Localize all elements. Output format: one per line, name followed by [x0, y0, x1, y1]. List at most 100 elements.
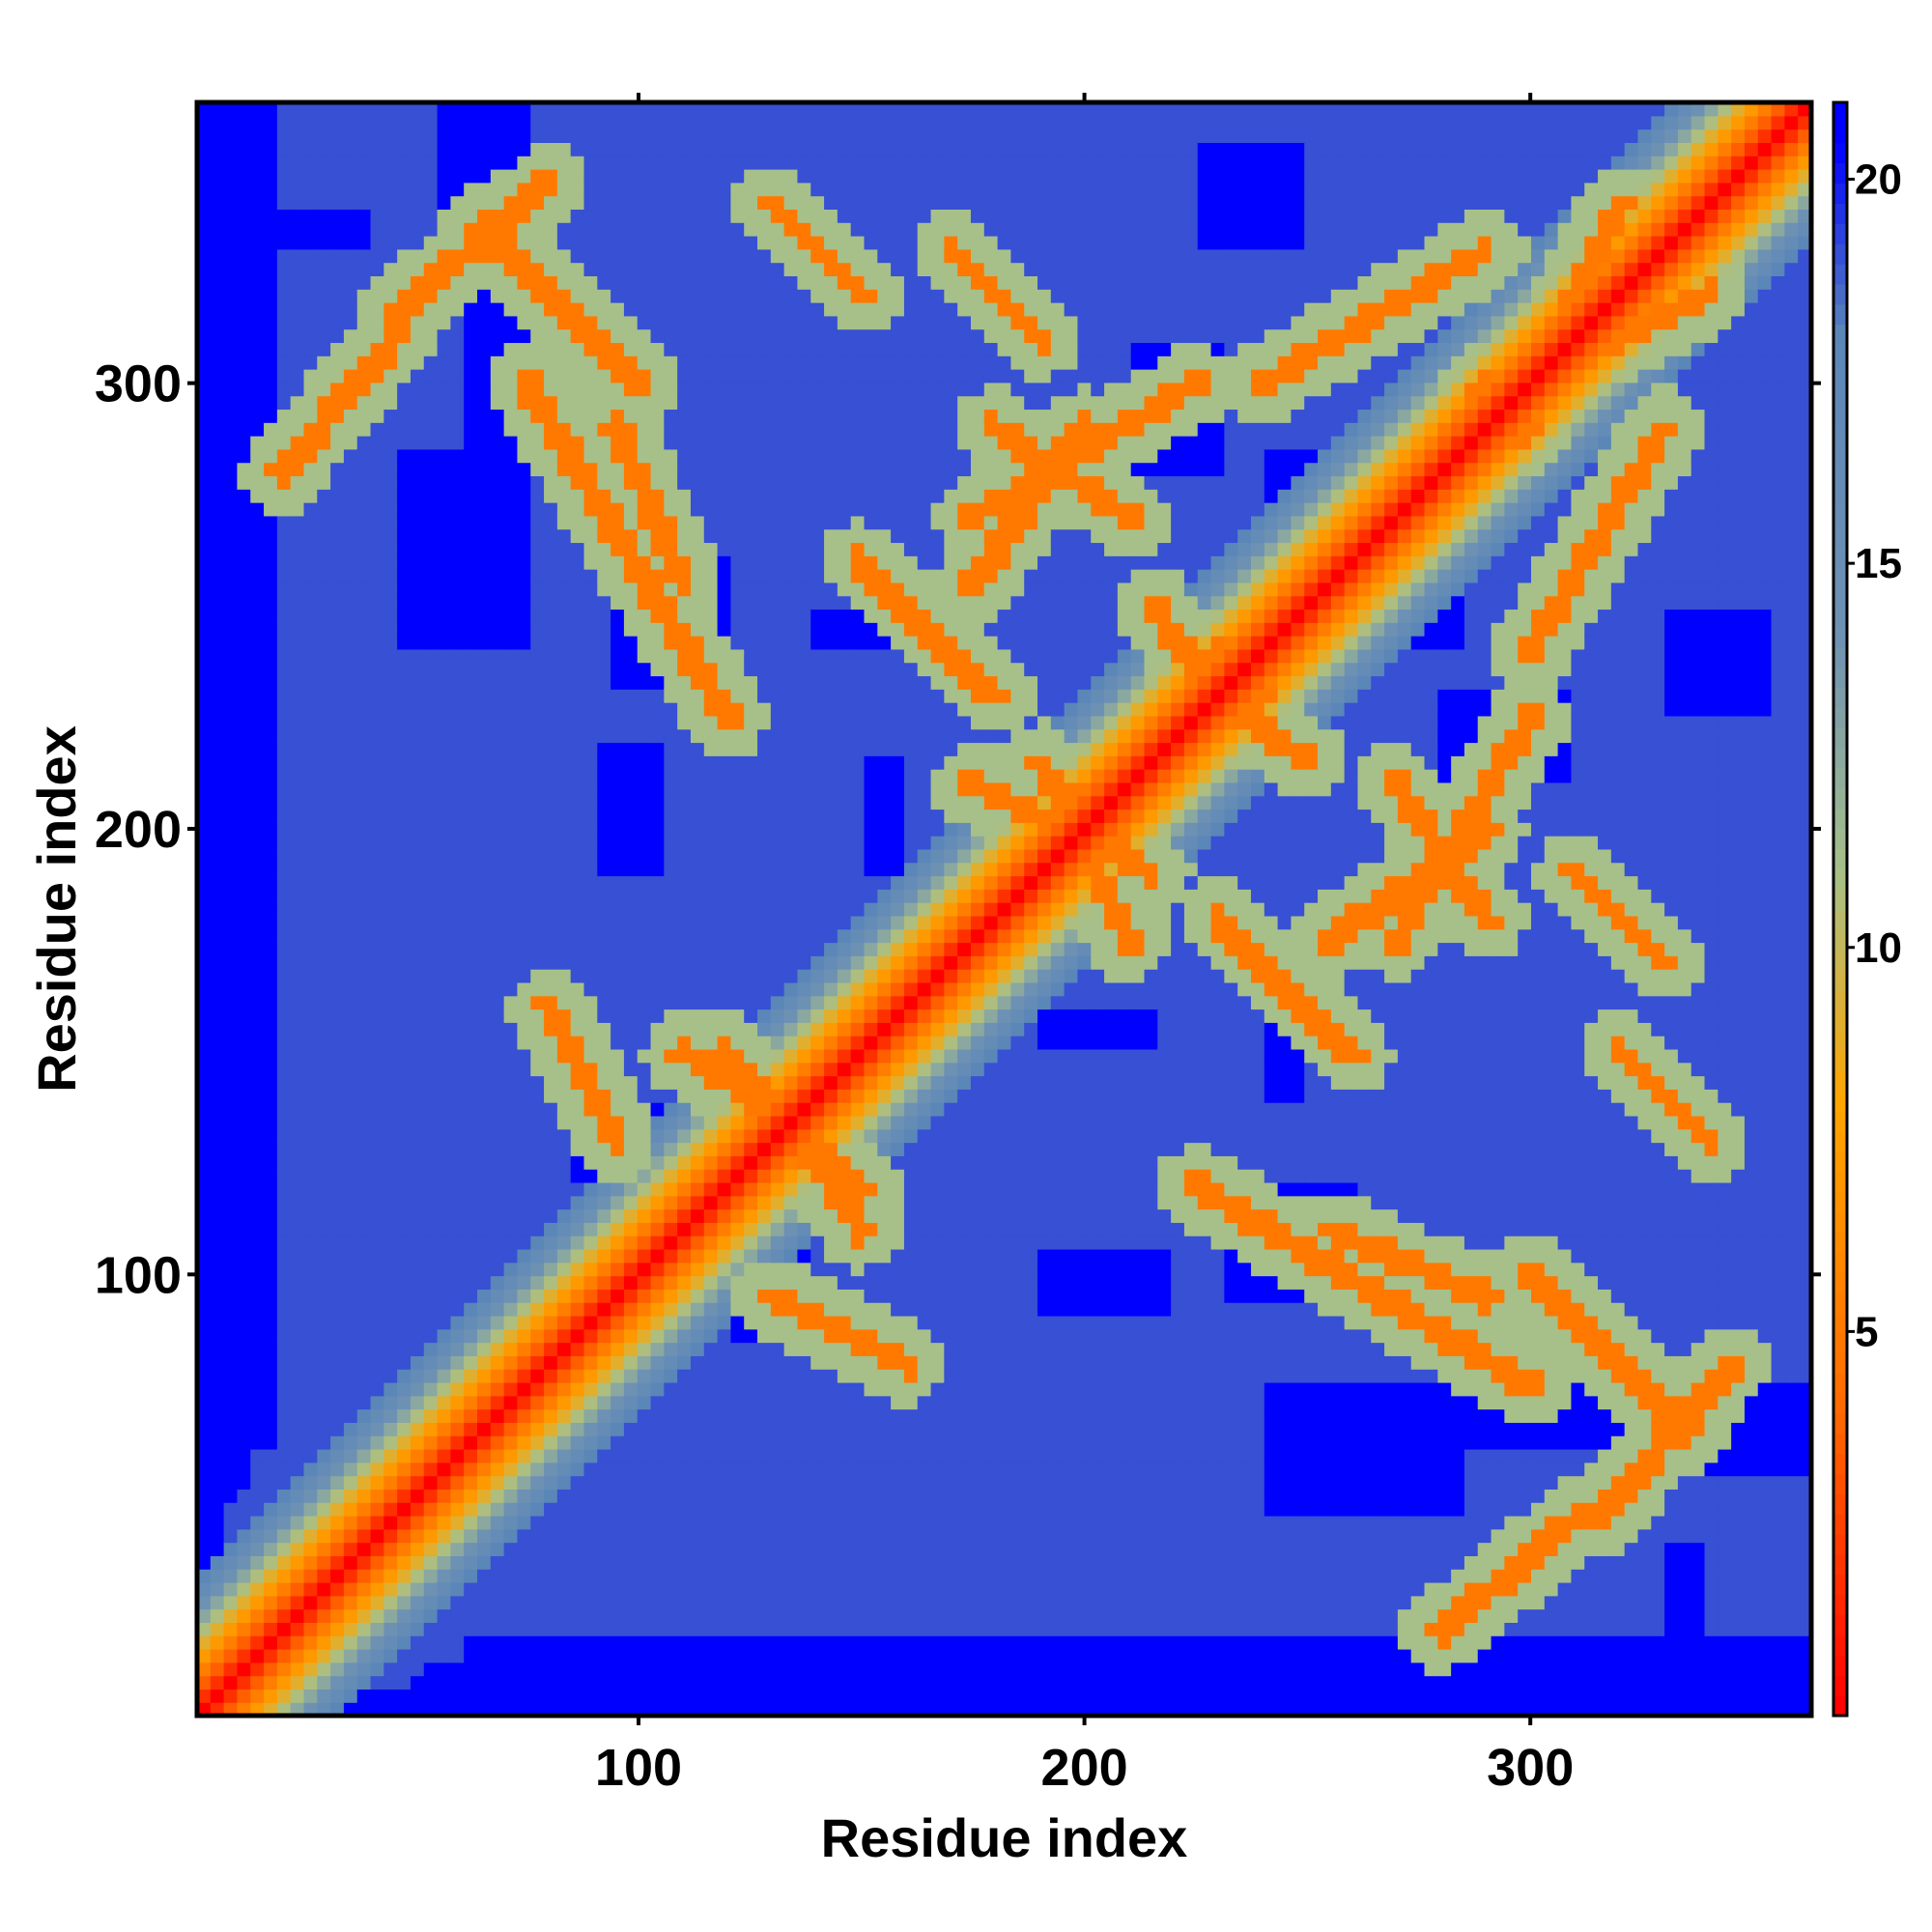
heatmap-cell [210, 1195, 225, 1210]
heatmap-cell [544, 822, 558, 837]
heatmap-cell [744, 1515, 758, 1530]
heatmap-cell [197, 1702, 212, 1717]
heatmap-cell [637, 1155, 652, 1170]
heatmap-cell [517, 728, 531, 744]
heatmap-cell [664, 1635, 678, 1650]
heatmap-cell [356, 1595, 372, 1610]
heatmap-cell [330, 1195, 345, 1210]
heatmap-cell [530, 822, 545, 837]
heatmap-cell [717, 436, 731, 450]
heatmap-cell [556, 302, 572, 317]
heatmap-cell [384, 795, 398, 810]
heatmap-cell [611, 1569, 625, 1583]
heatmap-cell [503, 1075, 519, 1090]
heatmap-cell [384, 942, 398, 956]
heatmap-cell [717, 1342, 731, 1356]
heatmap-cell [290, 409, 305, 423]
heatmap-cell [597, 1675, 611, 1690]
heatmap-cell [730, 1036, 745, 1050]
heatmap-cell [583, 1702, 598, 1717]
heatmap-cell [597, 1515, 611, 1530]
heatmap-cell [450, 369, 465, 384]
heatmap-cell [477, 1662, 492, 1677]
heatmap-cell [623, 355, 639, 370]
heatmap-cell [330, 1381, 345, 1397]
heatmap-cell [290, 102, 305, 117]
heatmap-cell [544, 662, 558, 677]
heatmap-cell [290, 836, 305, 850]
heatmap-cell [517, 302, 531, 317]
heatmap-cell [223, 942, 239, 956]
heatmap-cell [570, 209, 585, 223]
heatmap-cell [317, 502, 331, 517]
heatmap-cell [197, 156, 212, 170]
heatmap-cell [611, 502, 625, 517]
heatmap-cell [637, 248, 652, 264]
heatmap-cell [677, 1515, 692, 1530]
heatmap-cell [464, 1542, 478, 1556]
heatmap-cell [490, 1075, 505, 1090]
heatmap-cell [503, 1009, 519, 1023]
heatmap-cell [410, 1222, 425, 1236]
heatmap-cell [570, 755, 585, 770]
heatmap-cell [223, 1648, 239, 1663]
heatmap-cell [303, 702, 318, 717]
heatmap-cell [410, 795, 425, 810]
heatmap-cell [343, 1528, 358, 1544]
heatmap-cell [477, 1635, 492, 1650]
heatmap-cell [356, 609, 372, 623]
heatmap-cell [611, 1542, 625, 1556]
heatmap-cell [317, 236, 331, 250]
heatmap-cell [384, 1009, 398, 1023]
heatmap-cell [384, 1036, 398, 1050]
heatmap-cell [623, 995, 639, 1010]
heatmap-cell [556, 1689, 572, 1703]
heatmap-cell [384, 289, 398, 303]
heatmap-cell [290, 915, 305, 930]
heatmap-cell [437, 1089, 451, 1103]
heatmap-cell [730, 489, 745, 503]
heatmap-cell [450, 769, 465, 783]
heatmap-cell [530, 248, 545, 264]
heatmap-cell [290, 142, 305, 156]
heatmap-cell [197, 209, 212, 223]
heatmap-cell [611, 675, 625, 690]
heatmap-cell [517, 742, 531, 756]
heatmap-cell [303, 1248, 318, 1264]
heatmap-cell [583, 275, 598, 290]
heatmap-cell [330, 1581, 345, 1597]
heatmap-cell [264, 1169, 278, 1183]
heatmap-cell [730, 328, 745, 344]
heatmap-cell [317, 1262, 331, 1277]
heatmap-cell [317, 142, 331, 156]
heatmap-cell [703, 156, 719, 170]
heatmap-cell [370, 809, 384, 823]
heatmap-cell [437, 902, 451, 917]
heatmap-cell [197, 595, 212, 611]
heatmap-cell [237, 809, 251, 823]
heatmap-cell [490, 809, 505, 823]
heatmap-cell [517, 1515, 531, 1530]
heatmap-cell [730, 515, 745, 530]
heatmap-cell [477, 1555, 492, 1570]
heatmap-cell [397, 622, 412, 637]
heatmap-cell [264, 528, 278, 544]
heatmap-cell [650, 1115, 665, 1130]
heatmap-cell [490, 1542, 505, 1556]
heatmap-cell [264, 1502, 278, 1517]
heatmap-cell [664, 422, 678, 437]
heatmap-cell [197, 1608, 212, 1623]
heatmap-cell [717, 622, 731, 637]
heatmap-cell [250, 1275, 265, 1290]
heatmap-cell [250, 422, 265, 437]
heatmap-cell [397, 448, 412, 464]
heatmap-cell [690, 1395, 705, 1410]
heatmap-cell [637, 156, 652, 170]
heatmap-cell [637, 715, 652, 730]
heatmap-cell [276, 609, 292, 623]
heatmap-cell [583, 1181, 598, 1197]
heatmap-cell [730, 955, 745, 970]
heatmap-cell [356, 875, 372, 890]
heatmap-cell [623, 1648, 639, 1663]
heatmap-cell [223, 595, 239, 611]
